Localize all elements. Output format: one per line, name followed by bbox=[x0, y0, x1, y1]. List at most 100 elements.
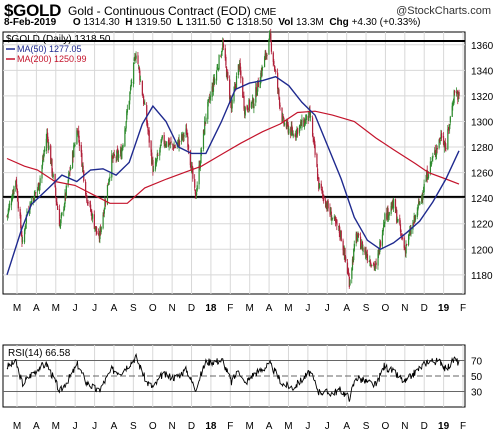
change-label: Chg bbox=[329, 17, 349, 28]
open-value: 1314.30 bbox=[83, 17, 120, 28]
price-bar-body bbox=[124, 129, 126, 147]
price-bar-body bbox=[98, 235, 100, 239]
price-bar-body bbox=[300, 121, 302, 125]
price-bar-body bbox=[270, 42, 273, 52]
price-bar-body bbox=[116, 149, 119, 153]
price-bar-body bbox=[391, 206, 393, 210]
price-bar-body bbox=[279, 105, 281, 107]
price-bar-body bbox=[374, 263, 377, 268]
high-value: 1319.50 bbox=[135, 17, 172, 28]
price-x-tick-label: 18 bbox=[205, 303, 217, 314]
rsi-x-tick-label: M bbox=[246, 421, 254, 431]
price-x-tick-label: J bbox=[92, 303, 97, 314]
price-bar-body bbox=[296, 128, 298, 132]
price-bar-body bbox=[285, 123, 288, 128]
price-bar-body bbox=[252, 98, 254, 108]
price-bar-body bbox=[364, 248, 366, 253]
rsi-x-tick-label: F bbox=[460, 421, 466, 431]
price-bar-body bbox=[81, 153, 83, 167]
price-bar-body bbox=[100, 227, 102, 233]
price-bar-body bbox=[447, 129, 449, 150]
price-bar-body bbox=[186, 133, 188, 137]
rsi-x-tick-label: 18 bbox=[205, 421, 217, 431]
price-bar-body bbox=[340, 230, 342, 238]
price-bar-body bbox=[321, 190, 324, 194]
rsi-x-tick-label: J bbox=[73, 421, 78, 431]
price-bar-body bbox=[137, 55, 139, 64]
price-bar-body bbox=[190, 165, 192, 171]
price-bar-body bbox=[242, 96, 244, 97]
price-bar-body bbox=[61, 212, 63, 216]
contract-name: Gold - Continuous Contract (EOD) bbox=[68, 4, 251, 18]
price-bar-body bbox=[8, 206, 10, 212]
price-bar-body bbox=[185, 128, 187, 134]
price-bar-body bbox=[141, 80, 143, 95]
price-bar-body bbox=[43, 153, 45, 158]
price-bar-body bbox=[419, 201, 421, 205]
price-bar-body bbox=[35, 192, 37, 194]
price-bar-body bbox=[430, 162, 432, 164]
price-bar-body bbox=[230, 98, 232, 104]
price-y-tick-label: 1340 bbox=[471, 66, 494, 77]
price-bar-body bbox=[458, 92, 460, 96]
price-bar-body bbox=[449, 116, 451, 123]
price-bar-body bbox=[238, 65, 240, 69]
price-bar-body bbox=[318, 177, 320, 190]
price-bar-body bbox=[413, 215, 415, 223]
price-bar-body bbox=[265, 53, 268, 58]
price-bar-body bbox=[421, 195, 423, 202]
price-bar-body bbox=[264, 53, 266, 57]
price-bar-body bbox=[311, 117, 314, 137]
price-x-tick-label: F bbox=[227, 303, 233, 314]
price-bar-body bbox=[239, 63, 241, 68]
price-bar-body bbox=[135, 55, 137, 59]
price-bar-body bbox=[42, 158, 44, 159]
price-bar-body bbox=[235, 76, 238, 89]
price-bar-body bbox=[346, 262, 349, 274]
price-bar-body bbox=[318, 183, 321, 188]
price-bar-body bbox=[287, 124, 289, 133]
price-bar-body bbox=[181, 135, 183, 139]
price-bar-body bbox=[250, 102, 253, 108]
price-bar-body bbox=[63, 209, 65, 212]
price-bar-body bbox=[165, 145, 167, 147]
price-bar-body bbox=[204, 122, 206, 124]
price-bar-body bbox=[326, 201, 329, 211]
price-bar-body bbox=[431, 158, 433, 160]
price-bar-body bbox=[39, 178, 41, 186]
price-bar-body bbox=[17, 190, 19, 202]
price-panel-title: $GOLD (Daily) 1318.50 bbox=[6, 34, 111, 45]
rsi-x-tick-label: D bbox=[421, 421, 428, 431]
price-bar-body bbox=[63, 204, 66, 210]
price-bar-body bbox=[233, 90, 235, 102]
price-bar-body bbox=[195, 193, 197, 197]
price-bar-body bbox=[58, 208, 61, 227]
legend-entry-1: MA(200) 1250.99 bbox=[17, 54, 87, 64]
price-bar-body bbox=[347, 271, 349, 274]
price-bar-body bbox=[69, 170, 71, 172]
price-bar-body bbox=[55, 187, 57, 196]
price-bar-body bbox=[291, 125, 293, 131]
price-bar-body bbox=[369, 261, 372, 265]
price-bar-body bbox=[222, 42, 224, 50]
price-x-tick-label: M bbox=[284, 303, 292, 314]
price-bar-body bbox=[146, 120, 148, 127]
rsi-x-tick-label: N bbox=[169, 421, 176, 431]
price-bar-body bbox=[326, 205, 328, 209]
price-bar-body bbox=[244, 107, 246, 115]
price-bar-body bbox=[13, 186, 15, 195]
price-bar-body bbox=[178, 139, 180, 147]
price-bar-body bbox=[246, 105, 248, 109]
price-bar-body bbox=[7, 214, 9, 217]
price-bar-body bbox=[211, 86, 213, 97]
price-bar-body bbox=[422, 190, 425, 193]
price-bar-body bbox=[373, 263, 375, 265]
price-bar-body bbox=[30, 204, 32, 207]
price-bar-body bbox=[213, 78, 215, 83]
price-bar-body bbox=[200, 149, 202, 164]
price-bar-body bbox=[51, 159, 53, 173]
price-bar-body bbox=[147, 127, 149, 131]
price-bar-body bbox=[290, 126, 292, 136]
price-bar-body bbox=[364, 250, 367, 255]
price-bar-body bbox=[435, 153, 437, 157]
